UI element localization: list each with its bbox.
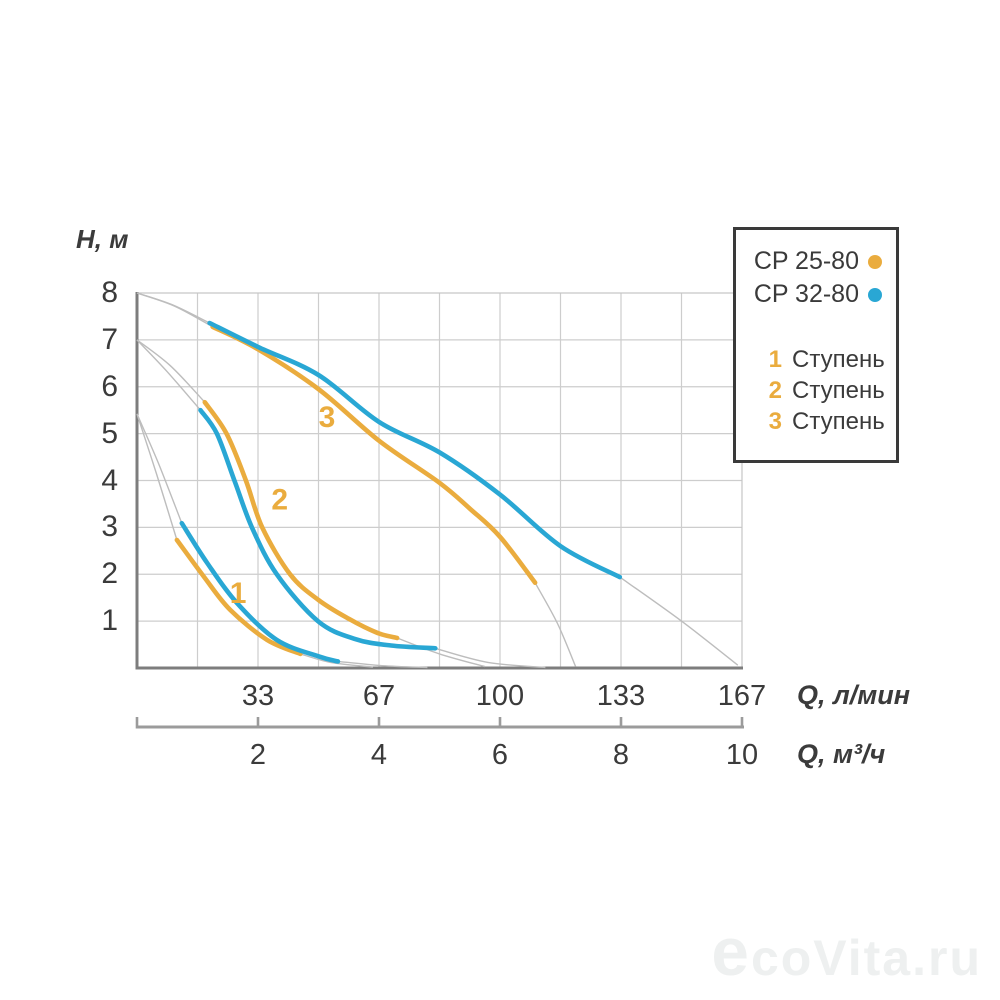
x-tick-label-lmin: 100 (475, 680, 525, 712)
curve-extension-stage2-tail-b (435, 647, 546, 669)
x-tick-label-m3h: 8 (612, 739, 630, 771)
legend-item-cp-32-80: CP 32-80 (736, 278, 896, 311)
x-tick-label-m3h: 6 (491, 739, 509, 771)
x-tick-label-m3h: 10 (725, 739, 759, 771)
x-tick-label-lmin: 167 (717, 680, 767, 712)
stage-label: Ступень (792, 407, 885, 435)
pump-curve-cp-32-80-stage-1 (179, 520, 341, 664)
stage-label: Ступень (792, 345, 885, 373)
x-tick-label-lmin: 133 (596, 680, 646, 712)
y-tick-label: 3 (101, 510, 118, 544)
legend: CP 25-80 CP 32-80 1 Ступень 2 Ступень 3 … (733, 227, 899, 463)
series-dot-cp-25-80 (868, 254, 882, 269)
legend-pump-list: CP 25-80 CP 32-80 (736, 245, 896, 311)
x-axis-label-lmin: Q, л/мин (797, 680, 911, 710)
curve-extension-stage3-tail-b (619, 576, 739, 666)
y-tick-label: 2 (101, 557, 118, 591)
legend-stage-list: 1 Ступень 2 Ступень 3 Ступень (736, 344, 896, 437)
pump-curve-cp-25-80-stage-2 (202, 399, 400, 641)
legend-stage-1: 1 Ступень (736, 344, 896, 375)
x-tick-label-m3h: 2 (249, 739, 267, 771)
x-tick-label-lmin: 33 (241, 680, 275, 712)
y-axis-title: H, м (76, 224, 129, 254)
pump-curve-cp-32-80-stage-3 (207, 320, 623, 580)
x-tick-label-lmin: 67 (362, 680, 396, 712)
stage-annotation-1: 1 (230, 577, 247, 610)
curve-extension-stage2-shutoff-b (136, 339, 202, 411)
curve-extension-stage2-tail-a (396, 637, 486, 668)
pump-curve-cp-32-80-stage-2 (198, 407, 438, 651)
stage-annotation-3: 3 (319, 401, 336, 434)
legend-pump-name: CP 32-80 (753, 280, 859, 308)
legend-item-cp-25-80: CP 25-80 (736, 245, 896, 278)
curve-extension-stage3-shutoff-b (136, 292, 210, 324)
y-tick-label: 1 (101, 604, 118, 638)
pump-curve-cp-25-80-stage-1 (174, 537, 303, 657)
x-tick-label-m3h: 4 (370, 739, 388, 771)
curve-extension-stage1-shutoff-b (136, 413, 183, 524)
curve-extension-stage1-tail-a (300, 653, 374, 668)
curve-extension-stage3-shutoff-a (136, 292, 213, 328)
curve-extension-stage1-shutoff-a (136, 413, 178, 541)
stage-number: 3 (768, 407, 782, 435)
stage-number: 1 (768, 345, 782, 373)
y-tick-label: 6 (101, 369, 118, 403)
curve-extension-stage1-tail-b (337, 660, 428, 669)
y-tick-label: 4 (101, 463, 118, 497)
series-dot-cp-32-80 (868, 287, 882, 302)
y-tick-label: 5 (101, 416, 118, 450)
legend-stage-3: 3 Ступень (736, 406, 896, 437)
x-axis-label-m3h: Q, м³/ч (797, 739, 886, 769)
site-watermark: ecoVita.ru (711, 914, 982, 990)
stage-label: Ступень (792, 376, 885, 404)
curve-extension-stage2-shutoff-a (136, 339, 206, 403)
y-tick-label: 8 (101, 276, 118, 309)
y-tick-label: 7 (101, 322, 118, 356)
stage-annotation-2: 2 (271, 483, 288, 516)
curve-extension-stage3-tail-a (534, 582, 577, 667)
legend-pump-name: CP 25-80 (753, 247, 859, 275)
pump-curve-cp-25-80-stage-3 (210, 324, 538, 585)
legend-stage-2: 2 Ступень (736, 375, 896, 406)
stage-number: 2 (768, 376, 782, 404)
